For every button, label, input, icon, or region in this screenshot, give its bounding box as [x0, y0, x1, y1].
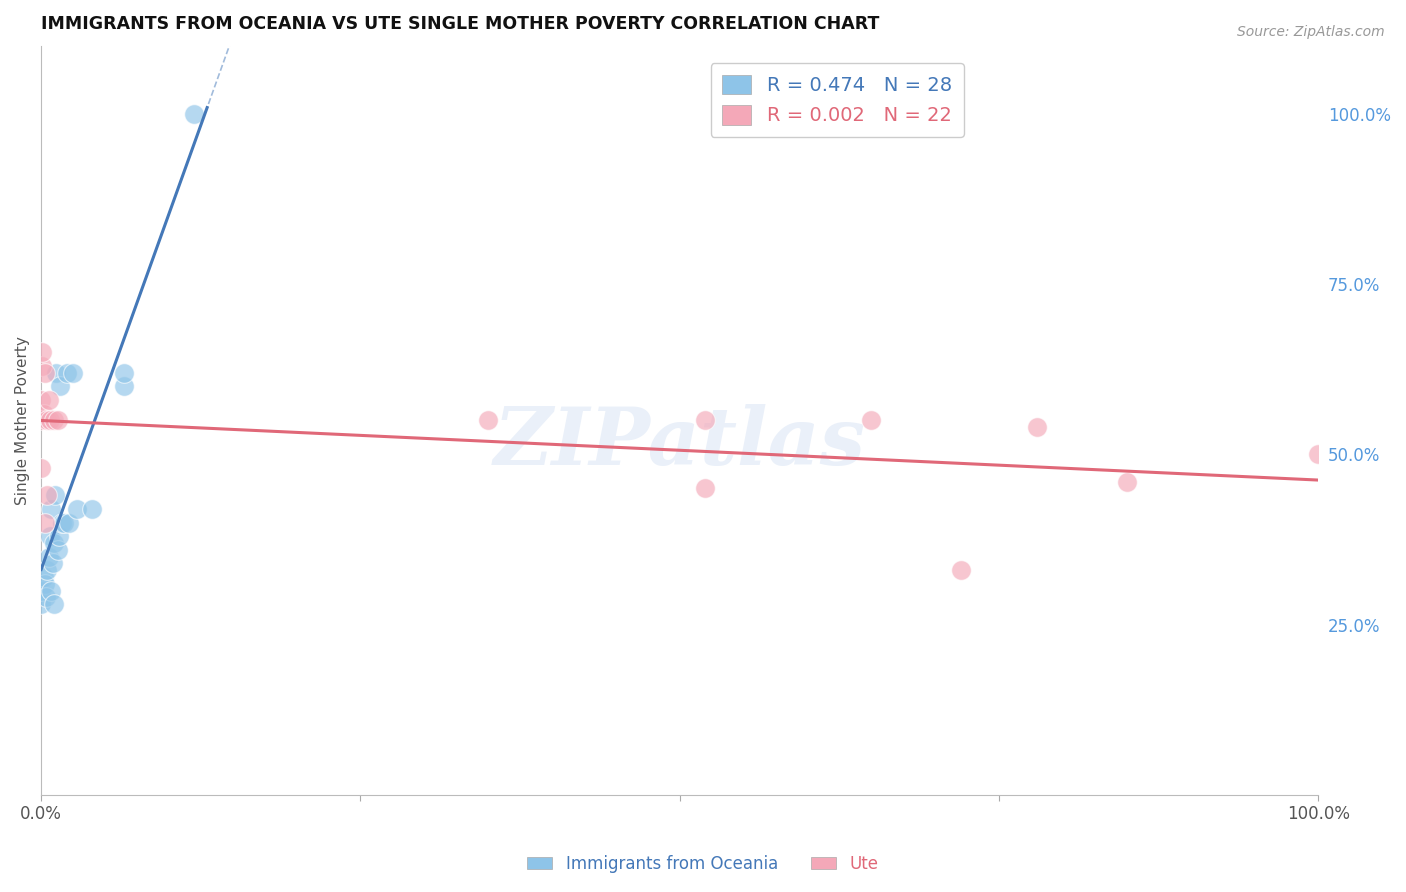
Point — [477, 413, 499, 427]
Point — [31, 359, 53, 373]
Point — [112, 379, 135, 393]
Point — [1026, 420, 1049, 434]
Point — [949, 563, 972, 577]
Point — [34, 516, 56, 530]
Point — [66, 502, 89, 516]
Point — [42, 536, 65, 550]
Legend: Immigrants from Oceania, Ute: Immigrants from Oceania, Ute — [520, 848, 886, 880]
Point — [45, 366, 67, 380]
Point — [30, 461, 52, 475]
Point — [41, 502, 63, 516]
Point — [48, 529, 70, 543]
Point — [49, 379, 72, 393]
Point — [30, 392, 52, 407]
Point — [37, 488, 59, 502]
Point — [31, 345, 53, 359]
Point — [30, 597, 52, 611]
Point — [30, 583, 52, 598]
Point — [46, 542, 69, 557]
Point — [860, 413, 883, 427]
Point — [32, 407, 55, 421]
Point — [39, 413, 62, 427]
Point — [51, 516, 73, 530]
Point — [34, 366, 56, 380]
Point — [1308, 447, 1330, 461]
Point — [58, 516, 80, 530]
Point — [44, 488, 66, 502]
Point — [35, 591, 58, 605]
Point — [37, 563, 59, 577]
Point — [46, 413, 69, 427]
Point — [34, 577, 56, 591]
Point — [112, 366, 135, 380]
Point — [41, 583, 63, 598]
Point — [39, 529, 62, 543]
Point — [1115, 475, 1137, 489]
Text: ZIPatlas: ZIPatlas — [494, 404, 866, 482]
Point — [42, 413, 65, 427]
Point — [53, 516, 76, 530]
Point — [183, 107, 205, 121]
Point — [42, 597, 65, 611]
Text: Source: ZipAtlas.com: Source: ZipAtlas.com — [1237, 25, 1385, 39]
Point — [62, 366, 84, 380]
Point — [38, 549, 60, 564]
Point — [82, 502, 104, 516]
Point — [37, 413, 59, 427]
Y-axis label: Single Mother Poverty: Single Mother Poverty — [15, 336, 30, 505]
Point — [38, 392, 60, 407]
Point — [30, 413, 52, 427]
Point — [695, 482, 717, 496]
Point — [32, 570, 55, 584]
Point — [695, 413, 717, 427]
Point — [55, 366, 77, 380]
Point — [41, 557, 63, 571]
Text: IMMIGRANTS FROM OCEANIA VS UTE SINGLE MOTHER POVERTY CORRELATION CHART: IMMIGRANTS FROM OCEANIA VS UTE SINGLE MO… — [41, 15, 880, 33]
Legend: R = 0.474   N = 28, R = 0.002   N = 22: R = 0.474 N = 28, R = 0.002 N = 22 — [710, 62, 963, 137]
